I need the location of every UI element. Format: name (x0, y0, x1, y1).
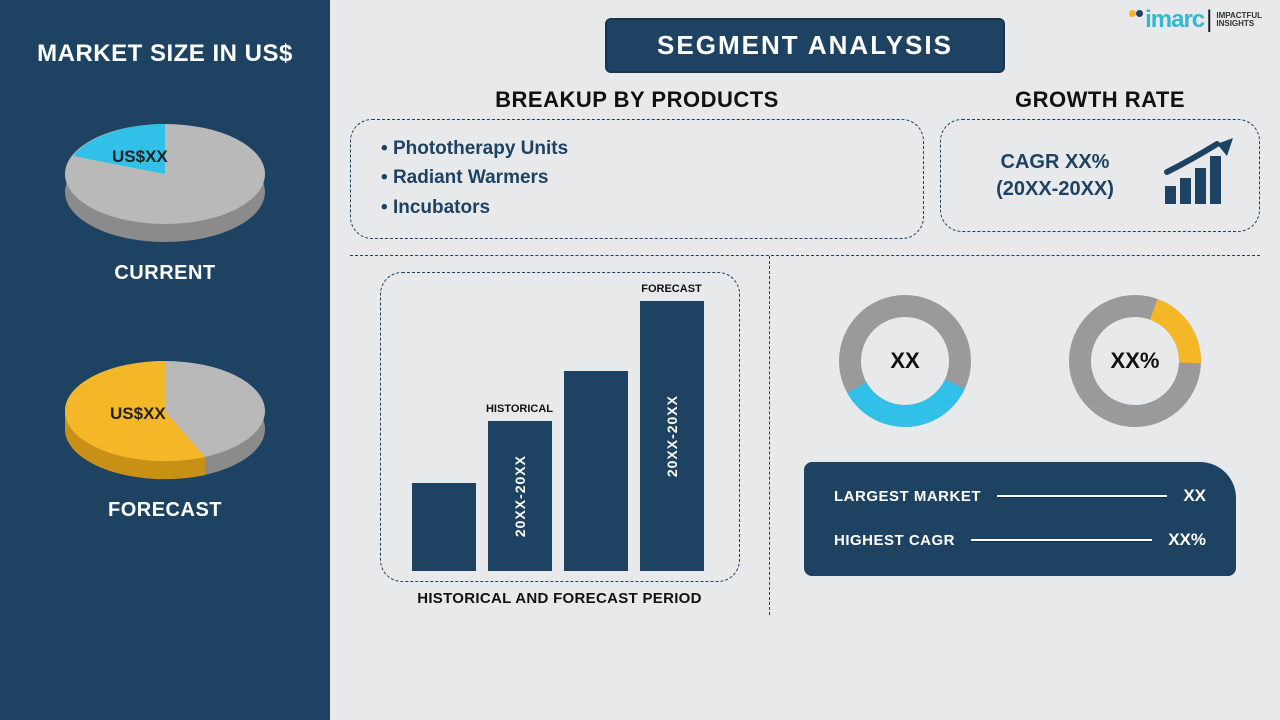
metric-value: XX% (1168, 530, 1206, 550)
pie-forecast-value: US$XX (110, 404, 166, 423)
metric-row-cagr: HIGHEST CAGR XX% (834, 530, 1206, 550)
donut-2: XX% (1060, 286, 1210, 436)
bar-3 (564, 371, 628, 571)
growth-title: GROWTH RATE (940, 87, 1260, 113)
segment-analysis-title: SEGMENT ANALYSIS (605, 18, 1005, 73)
pie-current-value: US$XX (112, 147, 168, 166)
breakup-item: Radiant Warmers (381, 163, 893, 192)
pie-forecast-caption: FORECAST (108, 499, 222, 522)
historical-section: 20XX-20XX 20XX-20XX HISTORICAL FORECAST … (350, 256, 770, 615)
metric-label: LARGEST MARKET (834, 488, 981, 505)
imarc-logo: imarc | IMPACTFULINSIGHTS (1129, 6, 1262, 34)
donut-2-value: XX% (1060, 286, 1210, 436)
market-size-sidebar: MARKET SIZE IN US$ US$XX CURRENT US$XX (0, 0, 330, 720)
breakup-title: BREAKUP BY PRODUCTS (350, 87, 924, 113)
historical-caption: HISTORICAL AND FORECAST PERIOD (417, 590, 702, 607)
bottom-row: 20XX-20XX 20XX-20XX HISTORICAL FORECAST … (350, 256, 1260, 615)
top-row: BREAKUP BY PRODUCTS Phototherapy Units R… (350, 87, 1260, 239)
pie-current-caption: CURRENT (114, 262, 215, 285)
bar-2: 20XX-20XX (488, 421, 552, 571)
growth-chart-icon (1161, 138, 1239, 213)
logo-dot-navy (1136, 10, 1143, 17)
growth-box: CAGR XX% (20XX-20XX) (940, 119, 1260, 232)
breakup-section: BREAKUP BY PRODUCTS Phototherapy Units R… (350, 87, 924, 239)
bar-4: 20XX-20XX (640, 301, 704, 571)
historical-bar-chart: 20XX-20XX 20XX-20XX HISTORICAL FORECAST (410, 291, 710, 571)
donut-row: XX XX% (804, 286, 1236, 436)
growth-section: GROWTH RATE CAGR XX% (20XX-20XX) (940, 87, 1260, 232)
historical-box: 20XX-20XX 20XX-20XX HISTORICAL FORECAST (380, 272, 740, 582)
metric-line (971, 539, 1152, 542)
donut-1-value: XX (830, 286, 980, 436)
growth-text: CAGR XX% (20XX-20XX) (965, 149, 1145, 203)
right-metrics-section: XX XX% LARGEST MARKET XX HIGHES (770, 256, 1260, 615)
pie-forecast: US$XX FORECAST (35, 333, 295, 522)
metric-label: HIGHEST CAGR (834, 532, 955, 549)
donut-1: XX (830, 286, 980, 436)
logo-dot-orange (1129, 10, 1136, 17)
pie-forecast-chart: US$XX (50, 333, 280, 493)
metric-line (997, 495, 1167, 498)
pie-current-chart: US$XX (50, 96, 280, 256)
logo-tagline: IMPACTFULINSIGHTS (1216, 12, 1262, 28)
bar-4-annot: FORECAST (632, 283, 712, 295)
sidebar-title: MARKET SIZE IN US$ (37, 40, 293, 68)
bar-2-annot: HISTORICAL (480, 403, 560, 415)
metric-value: XX (1183, 486, 1206, 506)
logo-text: imarc (1145, 6, 1204, 34)
pie-current: US$XX CURRENT (35, 96, 295, 285)
breakup-list: Phototherapy Units Radiant Warmers Incub… (381, 134, 893, 222)
main-content: imarc | IMPACTFULINSIGHTS SEGMENT ANALYS… (330, 0, 1280, 720)
breakup-item: Incubators (381, 193, 893, 222)
metric-row-largest: LARGEST MARKET XX (834, 486, 1206, 506)
metric-panel: LARGEST MARKET XX HIGHEST CAGR XX% (804, 462, 1236, 576)
logo-divider: | (1206, 6, 1212, 34)
breakup-box: Phototherapy Units Radiant Warmers Incub… (350, 119, 924, 239)
bar-1 (412, 483, 476, 571)
breakup-item: Phototherapy Units (381, 134, 893, 163)
